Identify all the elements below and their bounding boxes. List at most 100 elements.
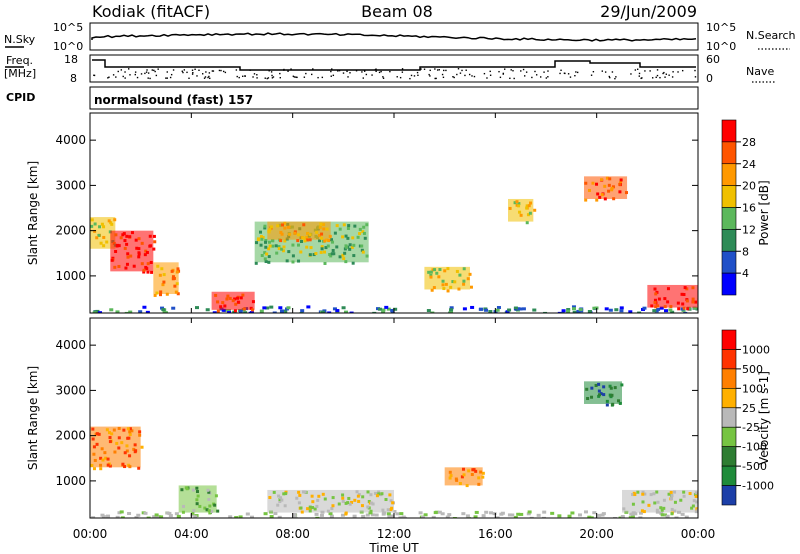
scatter-mark <box>323 497 327 501</box>
scatter-mark <box>384 498 388 502</box>
scatter-mark <box>138 310 143 313</box>
nave-dot <box>520 70 522 72</box>
nave-dot <box>235 69 238 71</box>
scatter-mark <box>465 514 470 518</box>
scatter-mark <box>299 312 304 313</box>
scatter-mark <box>319 222 323 226</box>
scatter-mark <box>381 512 386 516</box>
scatter-mark <box>176 292 180 296</box>
nave-dot <box>154 70 156 73</box>
scatter-mark <box>107 219 111 223</box>
scatter-mark <box>567 514 572 518</box>
nave-dot <box>445 69 447 72</box>
scatter-mark <box>344 501 348 505</box>
scatter-mark <box>331 240 335 244</box>
nave-dot <box>630 73 632 75</box>
scatter-mark <box>154 513 159 517</box>
scatter-mark <box>127 436 131 440</box>
nave-dot <box>522 68 525 71</box>
x-tick-label: 20:00 <box>579 527 614 541</box>
scatter-mark <box>159 515 164 518</box>
scatter-mark <box>662 498 666 502</box>
scatter-mark <box>375 494 379 498</box>
scatter-mark <box>603 197 607 201</box>
scatter-mark <box>117 446 121 450</box>
scatter-region <box>647 284 698 308</box>
cpid-text: normalsound (fast) 157 <box>94 93 253 107</box>
nave-dot <box>292 75 295 77</box>
nave-dot <box>523 75 526 77</box>
scatter-mark <box>259 309 264 313</box>
power-scatter <box>90 176 698 313</box>
scatter-mark <box>130 429 134 433</box>
scatter-mark <box>427 270 431 274</box>
nave-dot <box>147 77 149 79</box>
nave-dot <box>615 76 617 78</box>
scatter-mark <box>257 237 261 241</box>
scatter-mark <box>122 428 126 432</box>
scatter-mark <box>120 441 124 445</box>
scatter-mark <box>95 236 99 240</box>
scatter-mark <box>630 515 635 518</box>
scatter-mark <box>640 509 644 513</box>
nave-dot <box>349 72 351 74</box>
scatter-mark <box>315 230 319 234</box>
scatter-mark <box>95 442 99 446</box>
scatter-mark <box>263 226 267 230</box>
scatter-mark <box>566 308 571 312</box>
scatter-mark <box>276 503 280 507</box>
scatter-mark <box>344 234 348 238</box>
scatter-mark <box>175 282 179 286</box>
scatter-mark <box>484 308 489 312</box>
colorbar-swatch <box>721 250 737 274</box>
scatter-mark <box>269 515 274 518</box>
scatter-mark <box>198 504 202 508</box>
scatter-mark <box>637 311 642 313</box>
scatter-mark <box>259 235 263 239</box>
scatter-mark <box>341 493 345 497</box>
scatter-mark <box>263 224 267 228</box>
scatter-mark <box>283 504 287 508</box>
scatter-mark <box>99 463 103 467</box>
scatter-mark <box>453 280 457 284</box>
scatter-mark <box>356 494 360 498</box>
scatter-mark <box>268 244 272 248</box>
scatter-mark <box>318 233 322 237</box>
scatter-mark <box>208 504 212 508</box>
scatter-mark <box>338 227 342 231</box>
scatter-mark <box>150 270 154 274</box>
scatter-mark <box>286 306 291 310</box>
scatter-mark <box>430 288 434 292</box>
scatter-mark <box>652 309 657 313</box>
nave-dot <box>268 70 270 72</box>
nave-dot <box>499 76 502 79</box>
nave-dot <box>640 77 642 80</box>
colorbar-swatch <box>721 485 737 506</box>
scatter-mark <box>467 469 471 473</box>
scatter-mark <box>309 246 313 250</box>
nave-dot <box>140 73 143 75</box>
nave-dot <box>396 76 398 78</box>
scatter-mark <box>518 210 522 214</box>
nave-dot <box>569 76 572 78</box>
scatter-mark <box>195 502 199 506</box>
scatter-mark <box>589 516 594 518</box>
colorbar-tick-label: 1000 <box>742 343 770 356</box>
nave-dot <box>115 76 117 78</box>
scatter-mark <box>692 306 697 310</box>
velocity-panel: 4000 3000 2000 1000 Slant Range [km] 00:00 0… <box>26 317 715 554</box>
scatter-mark <box>495 308 500 312</box>
nave-dot <box>211 70 214 72</box>
colorbar-tick-label: -100 <box>742 441 767 454</box>
scatter-mark <box>374 513 379 517</box>
scatter-mark <box>695 307 698 311</box>
scatter-mark <box>328 234 332 238</box>
scatter-mark <box>136 513 141 517</box>
scatter-mark <box>238 309 243 313</box>
nave-dot <box>279 77 281 79</box>
scatter-mark <box>128 465 132 469</box>
scatter-mark <box>664 309 669 313</box>
scatter-mark <box>281 249 285 253</box>
nave-dot <box>489 70 491 73</box>
scatter-mark <box>694 494 698 498</box>
